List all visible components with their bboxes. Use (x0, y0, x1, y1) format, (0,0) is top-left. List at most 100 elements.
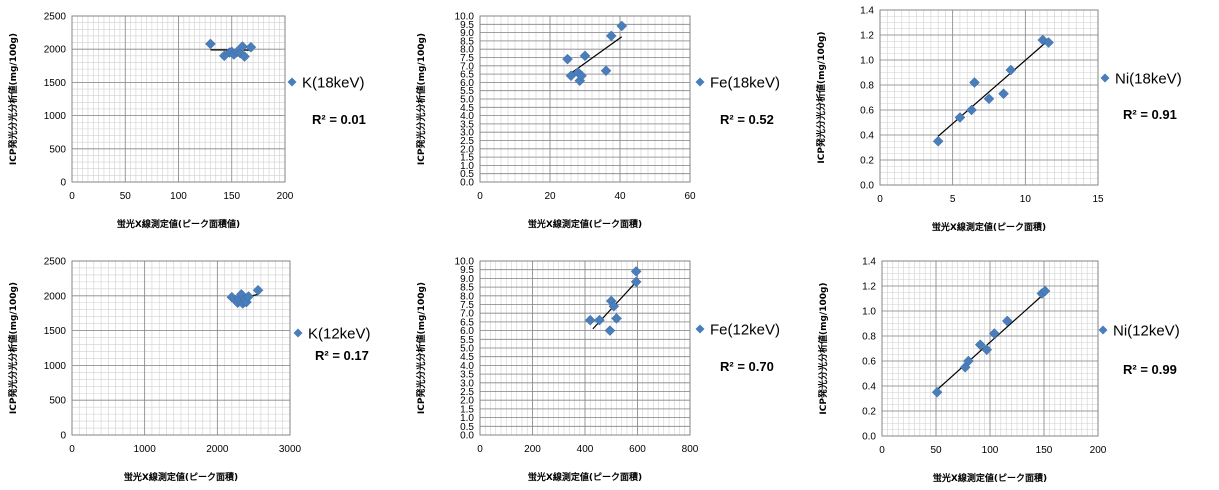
y-tick-label: 0.8 (862, 332, 876, 343)
data-point (584, 314, 596, 326)
y-tick-label: 2.5 (460, 387, 474, 398)
r-squared-label: R² = 0.17 (315, 348, 369, 363)
legend-marker (1098, 325, 1108, 335)
r-squared-label: R² = 0.01 (312, 112, 366, 127)
y-tick-label: 5.5 (460, 335, 474, 346)
y-tick-label: 10.0 (455, 257, 475, 268)
y-axis-title: ICP発光分光分析値(mg/100g) (7, 282, 19, 414)
y-tick-label: 6.5 (460, 70, 474, 81)
y-tick-label: 500 (49, 144, 66, 155)
data-point (605, 30, 617, 42)
x-tick-label: 0 (69, 191, 75, 202)
y-tick-label: 9.5 (460, 265, 474, 276)
y-tick-label: 1.0 (860, 56, 874, 67)
legend-label: Fe(18keV) (710, 75, 780, 92)
x-axis-title: 蛍光X線測定値(ピーク面積) (528, 218, 642, 230)
r-squared-label: R² = 0.70 (720, 359, 774, 374)
y-tick-label: 0.5 (460, 169, 474, 180)
data-point (616, 20, 628, 32)
y-tick-label: 2.5 (460, 136, 474, 147)
y-tick-label: 1000 (44, 361, 67, 372)
x-tick-label: 600 (629, 444, 646, 455)
y-tick-label: 8.0 (460, 45, 474, 56)
x-tick-label: 0 (877, 194, 883, 205)
legend-marker (287, 77, 297, 87)
trendline (936, 290, 1048, 391)
x-tick-label: 100 (170, 191, 187, 202)
y-tick-label: 0.0 (460, 431, 474, 442)
y-tick-label: 4.5 (460, 103, 474, 114)
x-tick-label: 100 (982, 445, 999, 456)
data-point (252, 284, 264, 296)
y-tick-label: 8.0 (460, 291, 474, 302)
data-point (630, 276, 642, 288)
legend-marker (293, 328, 303, 338)
x-tick-label: 40 (614, 191, 626, 202)
x-tick-label: 50 (930, 445, 942, 456)
data-point (954, 112, 966, 123)
y-tick-label: 0.0 (862, 432, 876, 443)
x-tick-label: 400 (577, 444, 594, 455)
y-tick-label: 2000 (44, 45, 67, 56)
y-tick-label: 2000 (44, 291, 67, 302)
y-tick-label: 1.2 (860, 31, 874, 42)
y-tick-label: 1500 (44, 326, 67, 337)
legend-label: Ni(12keV) (1113, 323, 1180, 340)
plot-area-border (71, 15, 286, 183)
x-tick-label: 60 (684, 191, 696, 202)
x-tick-label: 150 (1036, 445, 1053, 456)
data-point (245, 41, 257, 53)
x-axis-title: 蛍光X線測定値(ピーク面積) (124, 471, 238, 483)
x-tick-label: 200 (524, 444, 541, 455)
plot-area-border (879, 9, 1099, 186)
y-tick-label: 5.0 (460, 344, 474, 355)
y-tick-label: 0.4 (860, 131, 874, 142)
legend-marker (695, 77, 705, 87)
x-tick-label: 2000 (206, 444, 229, 455)
y-tick-label: 4.5 (460, 352, 474, 363)
y-tick-label: 500 (49, 396, 66, 407)
data-point (205, 38, 216, 50)
y-tick-label: 1.0 (862, 307, 876, 318)
plot-area-border (479, 260, 691, 436)
data-point (576, 70, 587, 82)
data-point (600, 65, 612, 77)
y-tick-label: 5.0 (460, 95, 474, 106)
y-tick-label: 2.0 (460, 144, 474, 155)
y-tick-label: 1.5 (460, 153, 474, 164)
data-point (966, 104, 977, 116)
y-tick-label: 0.8 (860, 81, 874, 92)
data-point (604, 325, 616, 336)
y-tick-label: 6.0 (460, 78, 474, 89)
y-axis-title: ICP発光分光分析値(mg/100g) (817, 282, 829, 414)
data-point (963, 355, 974, 367)
y-tick-label: 5.5 (460, 86, 474, 97)
y-tick-label: 6.5 (460, 317, 474, 328)
y-tick-label: 4.0 (460, 111, 474, 122)
x-axis-title: 蛍光X線測定値(ピーク面積) (932, 221, 1046, 233)
x-tick-label: 800 (682, 444, 699, 455)
y-tick-label: 7.0 (460, 309, 474, 320)
y-tick-label: 2500 (44, 257, 67, 268)
y-tick-label: 0.2 (862, 407, 876, 418)
y-tick-label: 9.0 (460, 28, 474, 39)
y-tick-label: 4.0 (460, 361, 474, 372)
data-point (932, 135, 944, 147)
data-point (1043, 37, 1054, 48)
x-tick-label: 0 (477, 444, 483, 455)
data-point (974, 339, 986, 351)
r-squared-label: R² = 0.91 (1123, 107, 1177, 122)
r-squared-label: R² = 0.52 (720, 112, 774, 127)
y-tick-label: 1.4 (862, 257, 876, 268)
y-tick-label: 0.0 (460, 178, 474, 189)
legend-label: K(18keV) (302, 75, 365, 92)
y-tick-label: 1.0 (460, 161, 474, 172)
data-point (1039, 285, 1051, 297)
y-tick-label: 0.2 (860, 156, 874, 167)
y-tick-label: 1.5 (460, 404, 474, 415)
y-tick-label: 0.4 (862, 382, 876, 393)
x-tick-label: 10 (1020, 194, 1032, 205)
plot-area-border (881, 260, 1099, 437)
plot-area-border (479, 15, 691, 183)
data-point (983, 93, 995, 105)
